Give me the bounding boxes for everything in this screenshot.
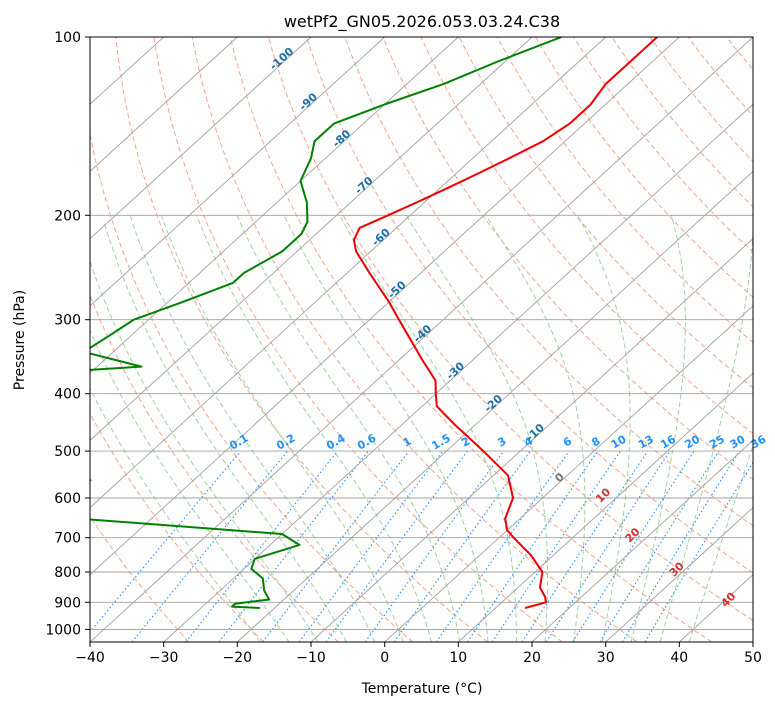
series-layer [90,37,658,609]
dry-adiabat-line [535,37,753,298]
isotherm-line [531,439,753,642]
plot-frame [89,36,754,643]
mixing-ratio-line [185,450,339,642]
isotherm-line [90,37,680,576]
axis-layer: −40 −30 −20 −10 0 10 20 30 40 50 100 200 300 400 500 60… [45,30,762,666]
chart-title: wetPf2_GN05.2026.053.03.24.C38 [284,12,560,32]
dry-adiabat-line [90,293,339,642]
dry-adiabat-line [90,515,190,642]
x-axis-label: Temperature (°C) [361,681,483,697]
x-tick-label: 0 [380,650,389,666]
moist-adiabat-line [160,215,404,642]
y-tick-label: 700 [54,531,81,547]
moist-adiabat-line [196,215,432,642]
moist-adiabat-line [283,215,489,642]
moist-adiabat-line [630,215,686,642]
moist-adiabat-line [339,215,517,642]
mixing-ratio-line [644,461,753,642]
isotherm-line [236,170,753,642]
isotherm-line [90,37,312,240]
dewpoint-profile-line [90,37,562,609]
dry-adiabat-line [649,37,753,163]
isotherm-line [163,103,753,642]
isotherm-line [90,37,607,509]
dry-adiabat-line [611,37,753,208]
mixing-ratio-line [599,450,720,642]
y-axis-label: Pressure (hPa) [12,290,28,390]
dry-adiabat-line [115,37,488,642]
isotherm-line [90,37,753,642]
moist-adiabat-line [90,328,290,642]
temperature-profile-line [352,37,658,609]
mixing-ratio-line [364,450,505,642]
y-tick-label: 800 [54,565,81,581]
isotherm-line [90,37,533,441]
mixing-ratio-line [90,450,242,633]
mixing-ratio-line [572,450,695,642]
isotherm-line [310,238,753,642]
moist-adiabat-line [688,444,753,642]
dry-adiabat-line [90,131,414,642]
y-tick-label: 400 [54,387,81,403]
moist-adiabat-line [405,215,549,642]
y-tick-label: 300 [54,313,81,329]
y-tick-label: 500 [54,444,81,460]
dry-adiabat-line [382,37,753,481]
x-tick-label: 20 [523,650,541,666]
mixing-ratio-line [131,450,289,642]
isotherm-line [457,372,753,642]
isotherm-line [90,37,238,173]
dry-adiabat-line [344,37,753,527]
y-tick-label: 1000 [45,622,81,638]
dry-adiabat-line [268,37,753,622]
mixing-ratio-line [545,450,671,642]
x-tick-label: −30 [149,650,179,666]
moist-adiabat-line [103,221,347,642]
mixing-ratio-line [393,450,531,642]
x-tick-label: 50 [744,650,762,666]
mixing-ratio-line [262,450,410,642]
isotherm-line [90,37,459,374]
grid-layer [90,37,753,642]
mixing-ratio-line [467,450,599,642]
y-tick-label: 900 [54,595,81,611]
isotherm-line [90,37,386,307]
x-tick-label: 30 [597,650,615,666]
x-tick-label: −10 [296,650,326,666]
dry-adiabat-line [191,37,638,642]
x-tick-label: 10 [449,650,467,666]
moist-adiabat-line [659,221,753,642]
y-tick-label: 200 [54,208,81,224]
moist-adiabat-line [485,215,586,642]
isotherm-line [384,305,753,642]
y-tick-label: 100 [54,30,81,46]
x-tick-label: −40 [75,650,105,666]
x-tick-label: 40 [670,650,688,666]
moist-adiabat-line [129,215,376,642]
dry-adiabat-line [306,37,753,574]
moist-adiabat-line [577,215,631,642]
x-tick-label: −20 [223,650,253,666]
dry-adiabat-line [229,37,712,642]
isotherm-line [605,506,753,642]
y-tick-label: 600 [54,491,81,507]
dry-adiabat-line [496,37,753,344]
dry-adiabat-line [458,37,753,389]
